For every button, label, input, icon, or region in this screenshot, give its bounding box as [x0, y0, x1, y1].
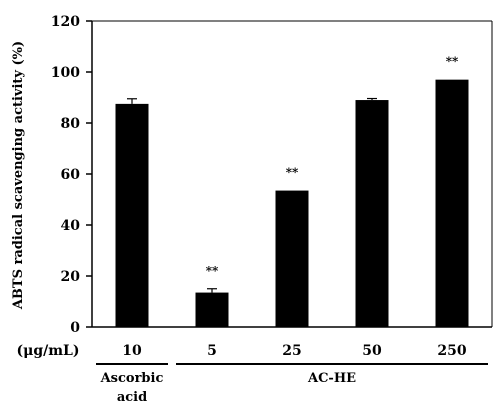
x-tick-label: 250 — [437, 343, 466, 359]
bar — [435, 79, 469, 328]
bar — [195, 292, 229, 327]
x-tick-label: 10 — [122, 343, 142, 359]
y-tick-label: 0 — [70, 320, 80, 336]
y-tick-label: 120 — [51, 14, 80, 30]
significance-marker: ** — [206, 264, 219, 278]
bar — [355, 100, 389, 327]
bar — [275, 190, 309, 327]
bars: ** ** ** — [115, 55, 469, 328]
significance-marker: ** — [286, 166, 299, 180]
group-label: Ascorbic — [100, 371, 164, 386]
y-tick-label: 20 — [61, 269, 81, 285]
x-tick-label: 25 — [282, 343, 301, 359]
y-axis-label: ABTS radical scavenging activity (%) — [11, 41, 26, 310]
group-labels: Ascorbic acid AC-HE — [96, 363, 488, 405]
significance-marker: ** — [446, 55, 459, 69]
y-ticks: 0 20 40 60 80 100 120 — [51, 14, 92, 336]
group-label: acid — [117, 390, 147, 405]
y-tick-label: 40 — [61, 218, 81, 234]
group-label: AC-HE — [307, 371, 356, 386]
unit-label: (μg/mL) — [16, 343, 79, 359]
y-tick-label: 100 — [51, 65, 80, 81]
x-tick-label: 50 — [362, 343, 382, 359]
y-tick-label: 60 — [61, 167, 81, 183]
y-tick-label: 80 — [61, 116, 81, 132]
bar — [115, 103, 149, 327]
x-tick-label: 5 — [207, 343, 217, 359]
x-tick-labels: 10 5 25 50 250 — [122, 343, 467, 359]
